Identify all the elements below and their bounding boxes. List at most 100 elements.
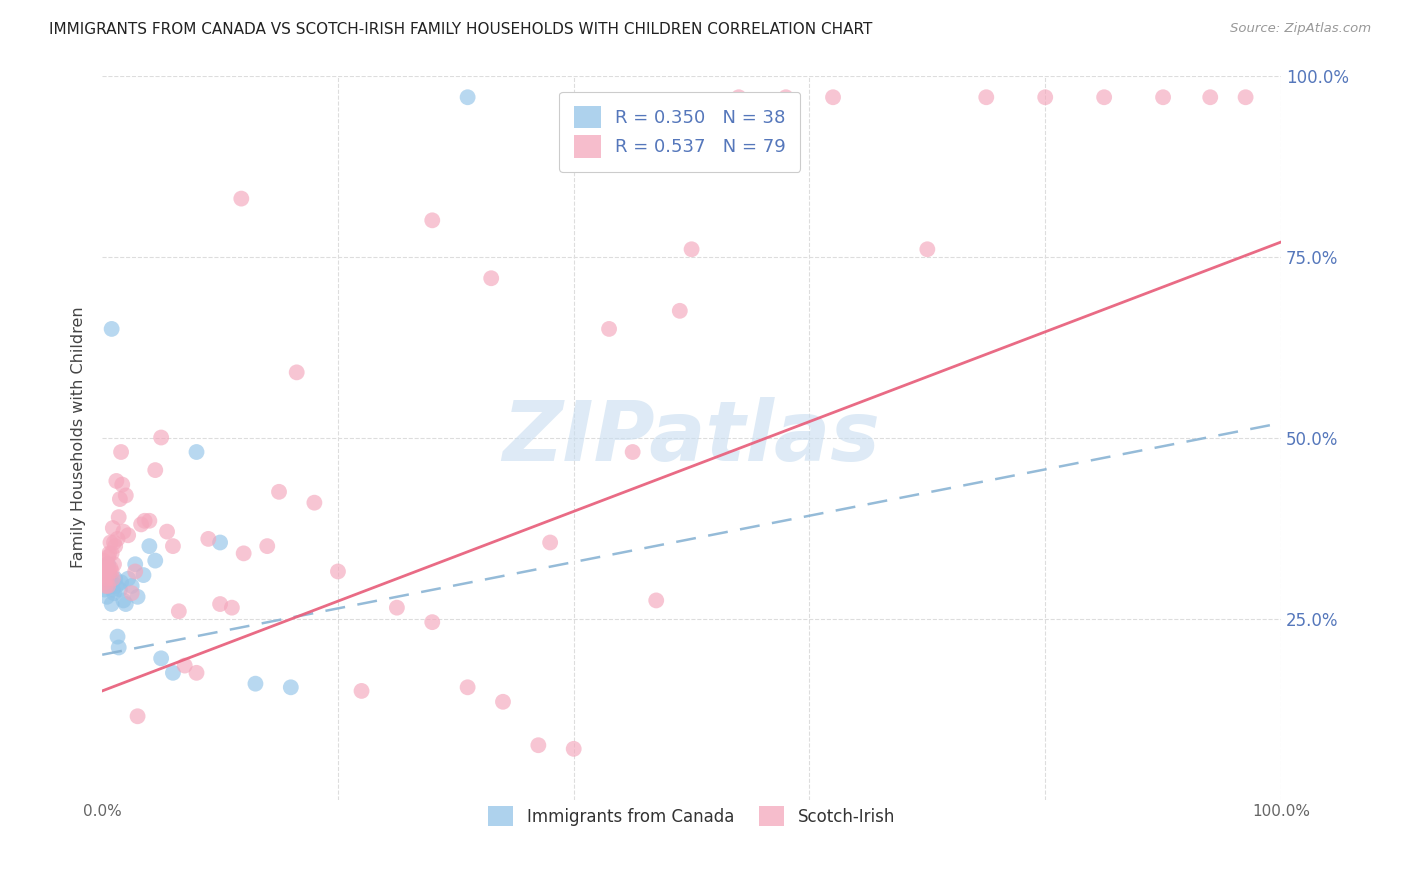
Point: [100, 322, 122, 336]
Point: [93, 553, 115, 567]
Point: [457, 681, 479, 695]
Point: [97, 549, 120, 564]
Point: [132, 568, 155, 582]
Point: [117, 572, 139, 586]
Point: [209, 535, 232, 549]
Point: [101, 582, 124, 597]
Point: [186, 665, 208, 680]
Point: [138, 514, 160, 528]
Point: [304, 496, 326, 510]
Point: [100, 535, 122, 549]
Point: [727, 90, 749, 104]
Point: [821, 90, 844, 104]
Text: ZIPatlas: ZIPatlas: [503, 397, 880, 478]
Point: [326, 565, 349, 579]
Point: [98, 568, 121, 582]
Point: [94, 572, 117, 586]
Point: [668, 303, 690, 318]
Point: [112, 593, 135, 607]
Point: [231, 192, 253, 206]
Point: [110, 575, 132, 590]
Point: [96, 590, 118, 604]
Point: [117, 528, 139, 542]
Point: [107, 532, 129, 546]
Point: [93, 575, 115, 590]
Point: [94, 565, 117, 579]
Point: [350, 684, 373, 698]
Point: [97, 579, 120, 593]
Point: [285, 365, 308, 379]
Point: [107, 630, 129, 644]
Point: [93, 561, 115, 575]
Point: [232, 546, 254, 560]
Point: [124, 565, 146, 579]
Point: [114, 488, 136, 502]
Y-axis label: Family Households with Children: Family Households with Children: [72, 307, 86, 568]
Point: [100, 579, 122, 593]
Point: [110, 445, 132, 459]
Point: [138, 539, 160, 553]
Point: [150, 430, 173, 444]
Point: [1152, 90, 1174, 104]
Point: [97, 561, 120, 575]
Point: [134, 514, 156, 528]
Point: [98, 565, 121, 579]
Point: [186, 445, 208, 459]
Point: [111, 477, 134, 491]
Point: [108, 491, 131, 506]
Point: [104, 539, 127, 553]
Point: [107, 640, 129, 655]
Point: [100, 561, 122, 575]
Point: [129, 517, 152, 532]
Point: [974, 90, 997, 104]
Point: [96, 558, 118, 572]
Point: [645, 593, 668, 607]
Point: [127, 590, 149, 604]
Point: [775, 90, 797, 104]
Point: [127, 709, 149, 723]
Point: [221, 600, 243, 615]
Point: [121, 579, 143, 593]
Point: [143, 553, 166, 567]
Point: [420, 615, 443, 629]
Point: [280, 681, 302, 695]
Point: [527, 738, 550, 752]
Point: [209, 597, 232, 611]
Text: Source: ZipAtlas.com: Source: ZipAtlas.com: [1230, 22, 1371, 36]
Point: [97, 575, 120, 590]
Point: [162, 665, 184, 680]
Point: [93, 568, 115, 582]
Point: [96, 572, 118, 586]
Point: [156, 524, 179, 539]
Point: [114, 597, 136, 611]
Point: [107, 510, 129, 524]
Point: [98, 579, 121, 593]
Point: [100, 565, 122, 579]
Point: [256, 539, 278, 553]
Point: [108, 582, 131, 597]
Point: [100, 546, 122, 560]
Point: [162, 539, 184, 553]
Point: [197, 532, 219, 546]
Text: IMMIGRANTS FROM CANADA VS SCOTCH-IRISH FAMILY HOUSEHOLDS WITH CHILDREN CORRELATI: IMMIGRANTS FROM CANADA VS SCOTCH-IRISH F…: [49, 22, 873, 37]
Point: [917, 242, 939, 256]
Point: [598, 322, 620, 336]
Point: [457, 90, 479, 104]
Point: [267, 484, 290, 499]
Point: [538, 535, 561, 549]
Point: [1199, 90, 1222, 104]
Point: [681, 242, 703, 256]
Point: [621, 445, 644, 459]
Point: [167, 604, 190, 618]
Point: [124, 558, 146, 572]
Point: [101, 572, 124, 586]
Point: [97, 558, 120, 572]
Point: [93, 582, 115, 597]
Point: [103, 558, 125, 572]
Point: [173, 658, 195, 673]
Point: [492, 695, 515, 709]
Point: [150, 651, 173, 665]
Point: [93, 561, 115, 575]
Point: [103, 535, 125, 549]
Point: [1234, 90, 1257, 104]
